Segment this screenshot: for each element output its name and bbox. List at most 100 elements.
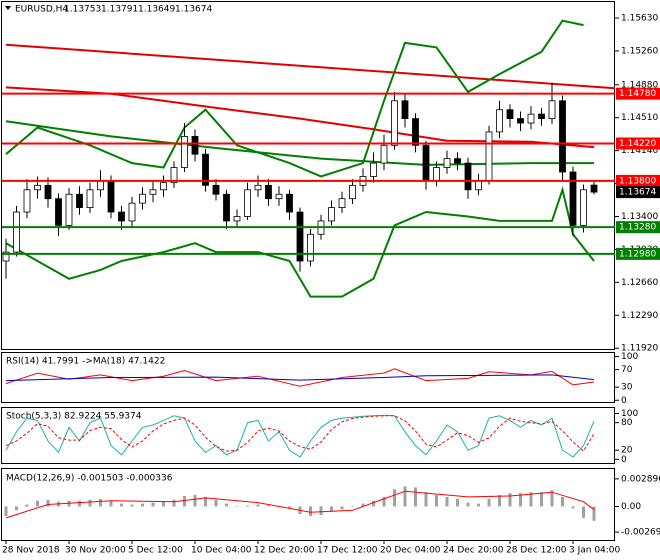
y-tick-label: 1.15630 xyxy=(621,14,658,24)
histogram-bar xyxy=(361,503,365,507)
candle-body xyxy=(244,189,251,217)
y-tick-label: 0.00 xyxy=(621,502,641,512)
histogram-bar xyxy=(340,506,344,510)
histogram-bar xyxy=(393,489,396,507)
candle-body xyxy=(475,180,482,191)
histogram-bar xyxy=(256,504,260,507)
histogram-bar xyxy=(15,506,18,511)
open-price: 1.13753 xyxy=(64,5,101,15)
histogram-bar xyxy=(120,503,123,507)
indicator-line xyxy=(5,86,595,149)
y-tick-label: 1.11920 xyxy=(621,344,658,354)
low-price: 1.13649 xyxy=(138,5,175,15)
x-tick-label: 17 Dec 12:00 xyxy=(317,546,378,556)
indicator-line xyxy=(5,186,595,298)
histogram-bar xyxy=(550,490,554,507)
x-tick-label: 20 Dec 04:00 xyxy=(380,546,441,556)
y-tick-label: 1.12290 xyxy=(621,311,658,321)
histogram-bar xyxy=(141,503,144,507)
x-tick-label: 30 Nov 20:00 xyxy=(65,546,126,556)
histogram-bar xyxy=(214,499,218,507)
y-tick-label: 70 xyxy=(621,365,633,375)
histogram-bar xyxy=(561,496,564,507)
candle-body xyxy=(44,184,52,200)
histogram-bar xyxy=(109,500,113,507)
y-tick-label: 1.14510 xyxy=(621,113,658,123)
candle-body xyxy=(233,216,241,222)
y-tick-label: 20 xyxy=(621,446,633,456)
y-tick-label: 1.14140 xyxy=(621,146,658,156)
level-label-box xyxy=(616,174,660,187)
candle-body xyxy=(275,193,283,200)
candle-body xyxy=(212,184,220,195)
candle-body xyxy=(149,189,157,195)
level-label: 1.14780 xyxy=(619,89,656,99)
candle-body xyxy=(370,162,377,177)
candle-body xyxy=(422,144,430,182)
level-label: 1.13280 xyxy=(619,223,656,233)
candle-body xyxy=(433,167,440,182)
candle-body xyxy=(506,109,514,119)
histogram-bar xyxy=(225,503,228,507)
histogram-bar xyxy=(508,493,512,507)
y-tick-label: 1.13400 xyxy=(621,212,658,222)
histogram-bar xyxy=(414,487,417,507)
menu-arrow[interactable] xyxy=(5,6,11,10)
histogram-bar xyxy=(130,504,134,507)
candle-body xyxy=(254,184,262,191)
high-price: 1.13791 xyxy=(101,5,138,15)
candle-body xyxy=(307,233,314,262)
main-pane xyxy=(1,1,615,350)
y-tick-label: 100 xyxy=(621,352,638,362)
candle-body xyxy=(328,207,335,222)
level-label: 1.13800 xyxy=(619,176,656,186)
histogram-bar xyxy=(78,500,81,507)
histogram-bar xyxy=(540,492,543,507)
histogram-bar xyxy=(88,499,92,507)
histogram-bar xyxy=(592,506,596,521)
candle-body xyxy=(107,180,115,213)
candle-body xyxy=(580,189,587,226)
oscillator-line xyxy=(5,415,595,452)
y-tick-label: 30 xyxy=(621,383,633,393)
candle-body xyxy=(559,100,566,173)
y-tick-label: -0.002693 xyxy=(621,528,660,538)
y-tick-label: 1.14880 xyxy=(621,80,658,90)
stoch-pane xyxy=(1,407,615,464)
candle-body xyxy=(464,162,472,191)
x-tick-label: 10 Dec 04:00 xyxy=(191,546,252,556)
level-label-box xyxy=(616,247,660,260)
candle-body xyxy=(118,211,125,222)
histogram-bar xyxy=(582,506,585,518)
level-label-box xyxy=(616,87,660,100)
indicator-line xyxy=(5,120,594,166)
histogram-bar xyxy=(456,498,459,507)
oscillator-line xyxy=(5,374,595,382)
candle-body xyxy=(548,100,556,119)
candle-body xyxy=(223,193,230,222)
candle-body xyxy=(569,171,577,226)
histogram-bar xyxy=(235,506,239,507)
y-tick-label: 0.002896 xyxy=(621,474,660,484)
histogram-bar xyxy=(288,506,291,509)
histogram-bar xyxy=(4,506,8,516)
y-tick-label: 0 xyxy=(621,396,627,406)
candle-body xyxy=(181,135,188,168)
rsi-pane xyxy=(1,352,615,403)
histogram-bar xyxy=(183,495,186,507)
rsi-title: RSI(14) 41.7991 ->MA(18) 47.1422 xyxy=(6,357,165,367)
histogram-bar xyxy=(487,498,491,507)
candle-body xyxy=(590,184,598,193)
candle-body xyxy=(286,193,293,213)
y-tick-label: 1.12660 xyxy=(621,278,658,288)
candle-body xyxy=(34,184,41,191)
histogram-bar xyxy=(309,506,312,516)
y-tick-label: 0 xyxy=(621,455,627,465)
histogram-bar xyxy=(99,498,102,507)
macd-title: MACD(12,26,9) -0.001503 -0.000336 xyxy=(6,474,173,484)
histogram-bar xyxy=(151,502,155,507)
candle-body xyxy=(202,153,209,186)
histogram-bar xyxy=(162,501,165,507)
candle-body xyxy=(23,189,31,213)
close-price: 1.13674 xyxy=(175,5,212,15)
